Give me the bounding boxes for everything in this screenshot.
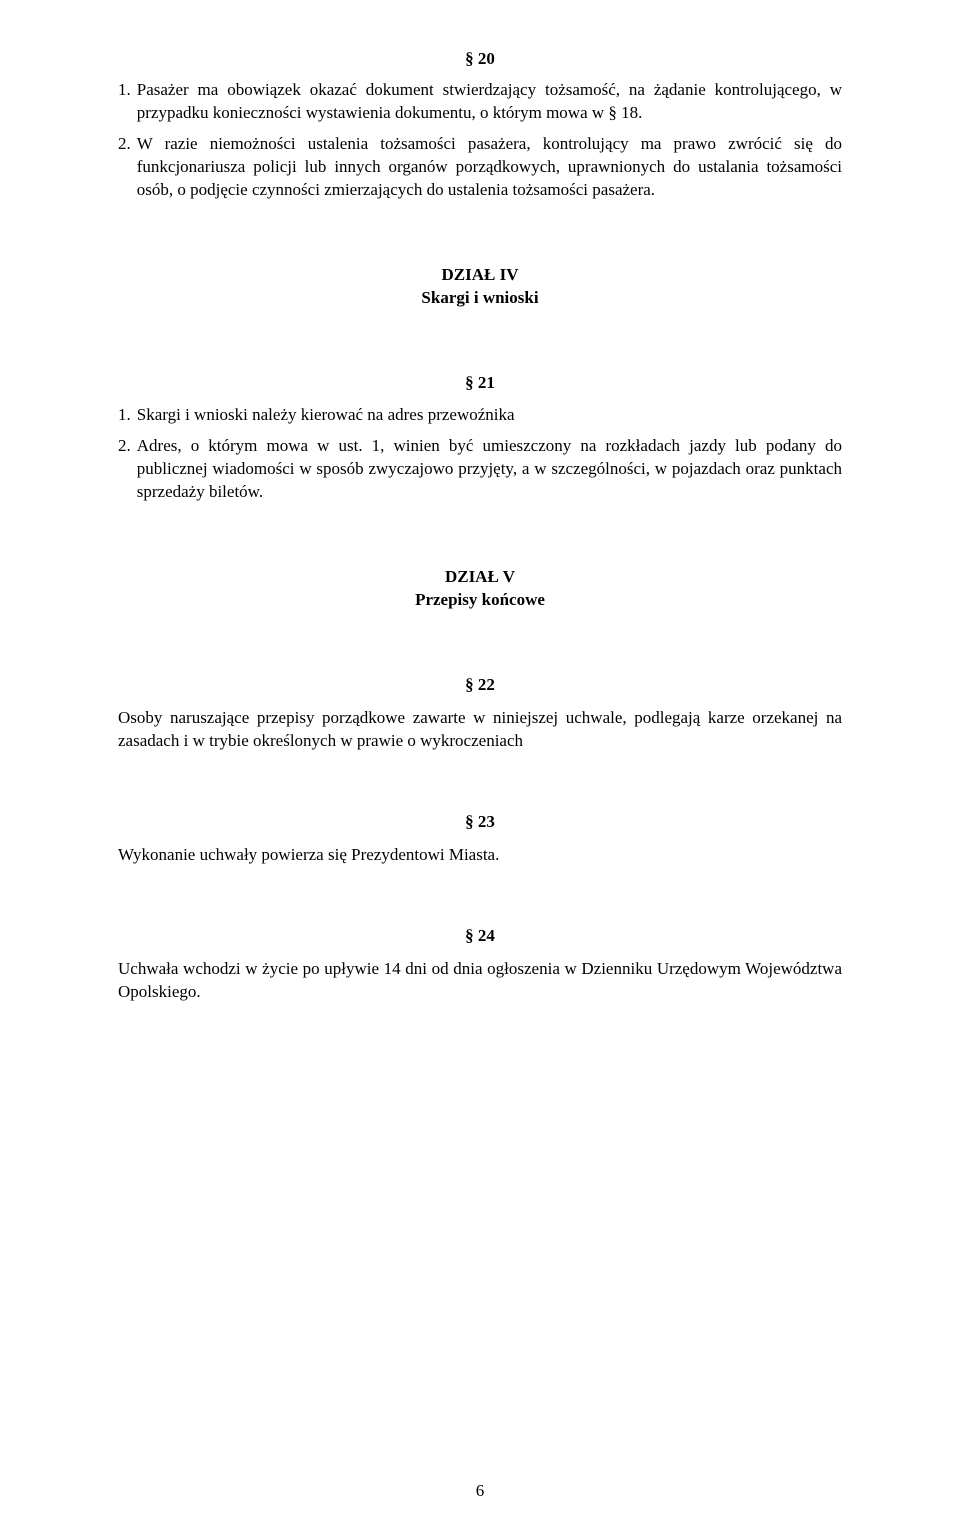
dzial-4-subtitle: Skargi i wnioski xyxy=(118,287,842,310)
list-number: 2. xyxy=(118,133,137,202)
dzial-4-title: DZIAŁ IV xyxy=(118,264,842,287)
section-20-item-1: 1. Pasażer ma obowiązek okazać dokument … xyxy=(118,79,842,125)
list-text: Pasażer ma obowiązek okazać dokument stw… xyxy=(137,79,842,125)
section-23-text: Wykonanie uchwały powierza się Prezydent… xyxy=(118,844,842,867)
section-24-symbol: § 24 xyxy=(118,925,842,948)
section-22-text: Osoby naruszające przepisy porządkowe za… xyxy=(118,707,842,753)
list-text: Skargi i wnioski należy kierować na adre… xyxy=(137,404,842,427)
section-21-item-2: 2. Adres, o którym mowa w ust. 1, winien… xyxy=(118,435,842,504)
list-number: 1. xyxy=(118,404,137,427)
dzial-5-subtitle: Przepisy końcowe xyxy=(118,589,842,612)
dzial-4-heading: DZIAŁ IV Skargi i wnioski xyxy=(118,264,842,310)
section-20-item-2: 2. W razie niemożności ustalenia tożsamo… xyxy=(118,133,842,202)
section-21-item-1: 1. Skargi i wnioski należy kierować na a… xyxy=(118,404,842,427)
section-22-symbol: § 22 xyxy=(118,674,842,697)
list-number: 2. xyxy=(118,435,137,504)
dzial-5-heading: DZIAŁ V Przepisy końcowe xyxy=(118,566,842,612)
dzial-5-title: DZIAŁ V xyxy=(118,566,842,589)
section-24-text: Uchwała wchodzi w życie po upływie 14 dn… xyxy=(118,958,842,1004)
list-text: Adres, o którym mowa w ust. 1, winien by… xyxy=(137,435,842,504)
list-text: W razie niemożności ustalenia tożsamości… xyxy=(137,133,842,202)
section-23-symbol: § 23 xyxy=(118,811,842,834)
section-21-symbol: § 21 xyxy=(118,372,842,395)
list-number: 1. xyxy=(118,79,137,125)
section-20-symbol: § 20 xyxy=(118,48,842,71)
page-number: 6 xyxy=(0,1480,960,1503)
